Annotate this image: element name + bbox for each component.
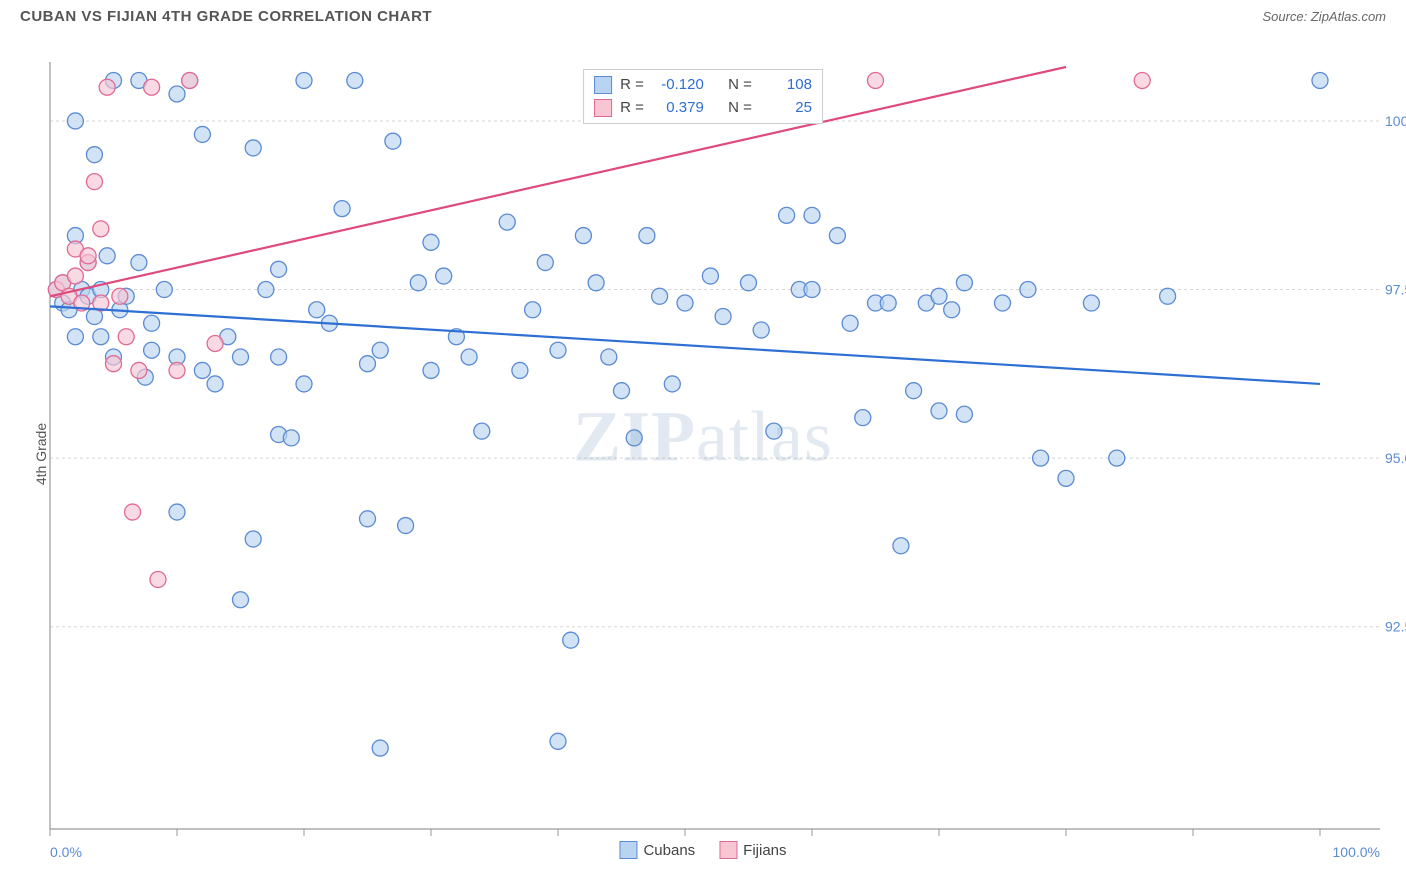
chart-container: 4th Grade ZIPatlas 92.5%95.0%97.5%100.0%… (0, 29, 1406, 879)
svg-text:100.0%: 100.0% (1333, 844, 1380, 860)
svg-text:0.0%: 0.0% (50, 844, 82, 860)
legend-row: R =-0.120 N =108 (594, 74, 812, 97)
series-legend-item: Cubans (619, 841, 695, 859)
legend-swatch (594, 99, 612, 117)
legend-swatch (594, 76, 612, 94)
svg-text:95.0%: 95.0% (1385, 450, 1406, 466)
series-legend: Cubans Fijians (619, 841, 786, 859)
source-attribution: Source: ZipAtlas.com (1262, 9, 1386, 24)
svg-text:97.5%: 97.5% (1385, 282, 1406, 298)
correlation-legend: R =-0.120 N =108R =0.379 N =25 (583, 69, 823, 124)
legend-swatch (719, 841, 737, 859)
chart-title: CUBAN VS FIJIAN 4TH GRADE CORRELATION CH… (20, 8, 432, 25)
svg-text:92.5%: 92.5% (1385, 619, 1406, 635)
y-axis-label: 4th Grade (33, 423, 49, 485)
series-legend-item: Fijians (719, 841, 786, 859)
series-legend-label: Cubans (643, 842, 695, 859)
svg-text:100.0%: 100.0% (1385, 113, 1406, 129)
legend-swatch (619, 841, 637, 859)
legend-row: R =0.379 N =25 (594, 97, 812, 120)
series-legend-label: Fijians (743, 842, 786, 859)
scatter-plot: 92.5% 95.0% 97.5% 100.0% 0.0% 100.0% (0, 29, 1406, 879)
